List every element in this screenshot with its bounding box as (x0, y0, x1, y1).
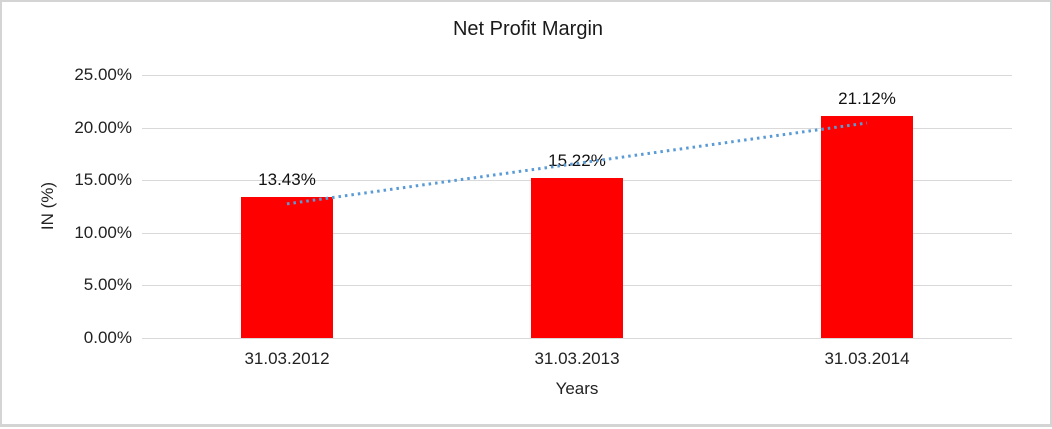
y-axis-tick-label: 10.00% (74, 223, 132, 242)
y-axis-tick-label: 20.00% (74, 118, 132, 137)
bar-31.03.2012 (241, 197, 333, 338)
y-axis-title: IN (%) (38, 181, 57, 231)
gridline (142, 75, 1012, 76)
x-axis-title: Years (555, 379, 599, 398)
y-axis-tick-label: 5.00% (83, 275, 132, 294)
x-axis-tick-label: 31.03.2013 (534, 349, 620, 368)
bar-31.03.2013 (531, 178, 623, 338)
data-label: 21.12% (838, 89, 896, 108)
y-axis-tick-label: 15.00% (74, 170, 132, 189)
y-axis-tick-label: 25.00% (74, 65, 132, 84)
data-label: 13.43% (258, 170, 316, 189)
y-axis-tick-label: 0.00% (83, 328, 132, 347)
x-axis-tick-label: 31.03.2014 (824, 349, 910, 368)
chart-title: Net Profit Margin (452, 18, 604, 40)
data-label: 15.22% (548, 151, 606, 170)
gridline (142, 338, 1012, 339)
bar-31.03.2014 (821, 116, 913, 338)
x-axis-tick-label: 31.03.2012 (244, 349, 330, 368)
